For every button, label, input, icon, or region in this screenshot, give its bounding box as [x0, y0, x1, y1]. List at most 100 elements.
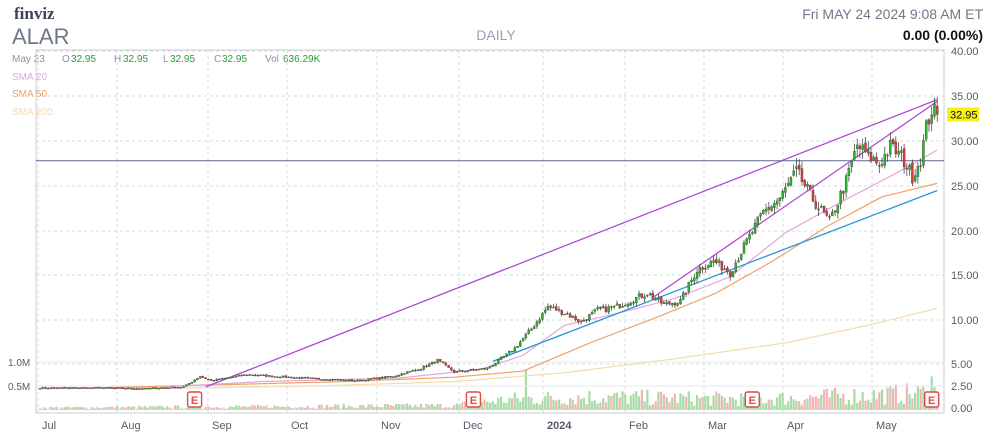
candle-body: [182, 386, 185, 388]
volume-bar: [505, 402, 508, 410]
candle-body: [209, 379, 213, 381]
volume-bar: [323, 408, 326, 410]
volume-bar: [615, 392, 619, 410]
volume-bar: [179, 408, 182, 410]
candle-body: [215, 378, 218, 381]
volume-bar: [342, 403, 345, 410]
candle-body: [604, 306, 608, 312]
price-tag-background: [947, 107, 979, 122]
volume-bar: [94, 408, 97, 410]
volume-bar: [916, 386, 920, 410]
volume-bar: [712, 395, 715, 410]
candle-body: [309, 377, 312, 379]
candle-body: [251, 374, 254, 377]
volume-bar: [234, 405, 238, 410]
candle-body: [745, 238, 748, 245]
y-tick-label: 30.00: [951, 136, 979, 148]
volume-bar: [331, 406, 334, 410]
volume-bar: [637, 396, 641, 410]
candle-body: [753, 222, 757, 234]
volume-bar: [883, 404, 886, 410]
candle-body: [552, 306, 555, 309]
candle-body: [679, 298, 682, 305]
volume-bar: [651, 404, 654, 410]
candle-body: [900, 150, 903, 153]
volume-bar: [419, 403, 423, 410]
volume-bar: [256, 404, 260, 410]
candle-body: [361, 379, 365, 382]
ohlc-high: 32.95: [123, 54, 148, 65]
candle-body: [831, 211, 834, 216]
volume-bar: [878, 392, 881, 410]
candle-body: [861, 144, 864, 150]
candle-body: [560, 310, 563, 315]
ohlc-volume: 636.29K: [283, 54, 321, 65]
volume-bar: [251, 404, 254, 410]
candle-body: [538, 319, 541, 323]
volume-bar: [563, 403, 566, 410]
volume-bar: [544, 396, 547, 410]
candle-body: [629, 302, 632, 306]
finviz-logo[interactable]: finviz: [14, 4, 55, 23]
volume-bar: [665, 397, 668, 410]
volume-bar: [560, 403, 563, 410]
volume-bar: [326, 405, 329, 410]
candle-body: [273, 376, 276, 378]
volume-bar: [182, 408, 185, 410]
candle-body: [494, 363, 497, 366]
candle-body: [466, 370, 470, 372]
candle-body: [582, 320, 586, 322]
volume-bar: [861, 392, 864, 410]
volume-bar: [483, 399, 486, 410]
volume-bar: [593, 400, 597, 410]
y-axis-labels: 40.00 35.00 30.00 25.00 20.00 15.00 10.00 5.00 2…: [951, 46, 979, 415]
volume-bar: [718, 393, 721, 410]
candle-body: [706, 265, 710, 268]
candle-body: [171, 386, 174, 389]
volume-bar: [281, 406, 285, 410]
candle-body: [450, 367, 453, 371]
volume-bar: [132, 406, 135, 410]
candle-body: [367, 378, 370, 381]
volume-bar: [613, 393, 616, 410]
candle-body: [902, 148, 906, 168]
volume-bar: [215, 406, 218, 410]
volume-bar: [439, 403, 442, 410]
volume-bar: [577, 395, 580, 410]
candle-body: [312, 377, 315, 379]
volume-bar: [392, 406, 395, 410]
candle-body: [676, 303, 679, 306]
volume-bar: [38, 408, 42, 410]
candle-body: [383, 376, 387, 379]
volume-bar: [372, 407, 376, 410]
volume-bar: [787, 401, 790, 410]
earnings-marker-box: [924, 391, 940, 408]
candle-body: [610, 306, 613, 308]
candle-body: [243, 374, 246, 376]
volume-bar: [715, 391, 718, 410]
candle-body: [138, 388, 141, 390]
candle-body: [88, 387, 91, 389]
volume-bar: [74, 406, 77, 410]
volume-bar: [49, 406, 53, 410]
volume-bar: [450, 408, 453, 410]
volume-bar: [124, 407, 127, 410]
volume-bar: [552, 399, 555, 410]
volume-bar: [105, 407, 108, 410]
candle-body: [510, 351, 514, 353]
volume-bar: [433, 405, 436, 410]
candle-body: [339, 379, 343, 381]
volume-bar: [527, 396, 530, 410]
candle-body: [69, 387, 72, 389]
candle-body: [911, 162, 914, 184]
volume-bar: [141, 407, 144, 410]
candle-body: [444, 362, 448, 366]
volume-bar: [803, 399, 806, 410]
candle-body: [798, 164, 801, 170]
candle-body: [878, 165, 881, 167]
volume-bar: [555, 400, 558, 410]
x-tick-label: Mar: [708, 420, 727, 432]
candle-body: [314, 377, 318, 380]
volume-bar: [397, 404, 400, 410]
candle-body: [41, 387, 44, 389]
